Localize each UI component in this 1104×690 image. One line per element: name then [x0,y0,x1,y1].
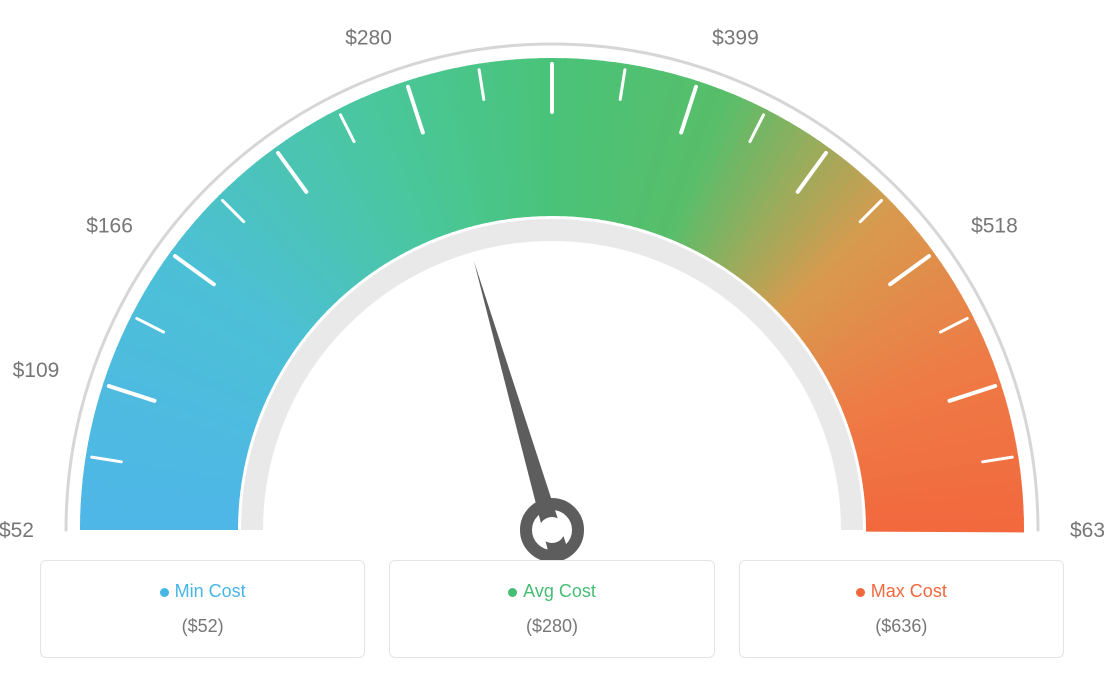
legend-value-max: ($636) [750,616,1053,637]
svg-text:$399: $399 [712,26,759,49]
legend-title-avg: Avg Cost [400,581,703,602]
svg-text:$280: $280 [345,26,392,49]
gauge-svg: $52 $109 $166 $280 $399 $518 $636 [0,0,1104,560]
svg-text:$52: $52 [0,519,34,542]
legend-dot-min [160,588,169,597]
legend-dot-max [856,588,865,597]
legend-row: Min Cost ($52) Avg Cost ($280) Max Cost … [0,560,1104,678]
legend-value-min: ($52) [51,616,354,637]
legend-title-min: Min Cost [51,581,354,602]
legend-dot-avg [508,588,517,597]
legend-card-min: Min Cost ($52) [40,560,365,658]
gauge-chart: $52 $109 $166 $280 $399 $518 $636 [0,0,1104,560]
svg-text:$166: $166 [86,215,133,238]
legend-label-max: Max Cost [871,581,947,601]
svg-text:$636: $636 [1070,519,1104,542]
legend-label-min: Min Cost [175,581,246,601]
svg-text:$109: $109 [13,359,60,382]
legend-card-avg: Avg Cost ($280) [389,560,714,658]
legend-value-avg: ($280) [400,616,703,637]
legend-title-max: Max Cost [750,581,1053,602]
legend-label-avg: Avg Cost [523,581,596,601]
legend-card-max: Max Cost ($636) [739,560,1064,658]
svg-text:$518: $518 [971,215,1018,238]
